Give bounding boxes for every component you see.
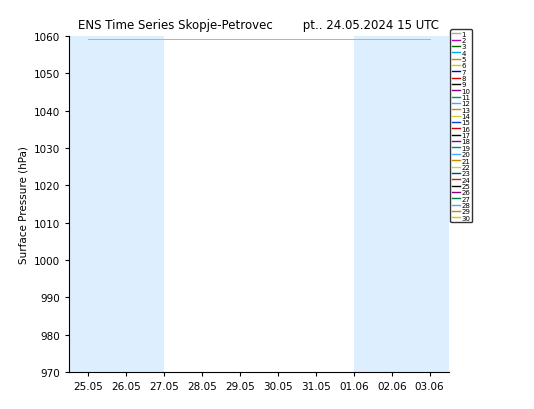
Bar	[392, 37, 429, 372]
Legend: 1, 2, 3, 4, 5, 6, 7, 8, 9, 10, 11, 12, 13, 14, 15, 16, 17, 18, 19, 20, 21, 22, 2: 1, 2, 3, 4, 5, 6, 7, 8, 9, 10, 11, 12, 1…	[451, 30, 472, 222]
Bar	[127, 37, 164, 372]
Bar	[69, 37, 127, 372]
Bar	[354, 37, 392, 372]
Title: ENS Time Series Skopje-Petrovec        pt.. 24.05.2024 15 UTC: ENS Time Series Skopje-Petrovec pt.. 24.…	[78, 18, 439, 31]
Bar	[429, 37, 449, 372]
Y-axis label: Surface Pressure (hPa): Surface Pressure (hPa)	[19, 146, 29, 263]
